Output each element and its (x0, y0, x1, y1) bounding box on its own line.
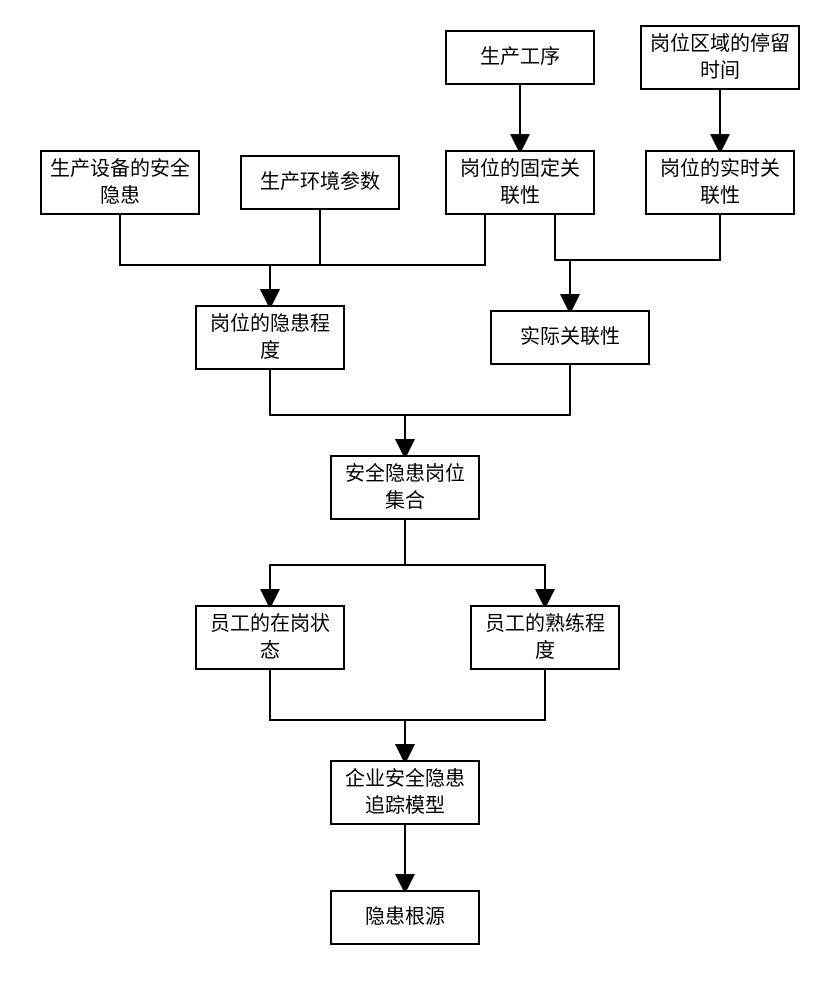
flow-node-label: 员工的在岗状态 (201, 611, 339, 665)
flow-node: 岗位的实时关联性 (645, 150, 795, 215)
flow-node-label: 实际关联性 (520, 324, 620, 351)
flow-node: 岗位的固定关联性 (445, 150, 595, 215)
flow-node-label: 安全隐患岗位集合 (336, 461, 474, 515)
flow-node-label: 生产设备的安全隐患 (46, 156, 194, 210)
flow-edge (270, 370, 405, 455)
flow-node: 安全隐患岗位集合 (330, 455, 480, 520)
flow-node: 岗位的隐患程度 (195, 305, 345, 370)
flowchart-canvas: 生产工序 岗位区域的停留时间生产设备的安全隐患 生产环境参数 岗位的固定关联性 岗位的实… (0, 0, 837, 1000)
flow-edge (405, 670, 545, 760)
flow-node-label: 生产工序 (480, 44, 560, 71)
flow-node: 员工的熟练程度 (470, 605, 620, 670)
flow-node: 员工的在岗状态 (195, 605, 345, 670)
flow-edge (405, 365, 570, 455)
flow-edge (270, 520, 405, 605)
flow-node: 岗位区域的停留时间 (640, 25, 800, 90)
flow-edge (555, 215, 570, 310)
flow-edge (570, 215, 720, 310)
flow-node: 隐患根源 (330, 890, 480, 945)
flow-node: 实际关联性 (490, 310, 650, 365)
flow-node-label: 岗位的固定关联性 (451, 156, 589, 210)
flow-node: 生产环境参数 (240, 155, 400, 210)
flow-edge (120, 215, 270, 305)
flow-node-label: 岗位区域的停留时间 (646, 31, 794, 85)
flow-node-label: 岗位的实时关联性 (651, 156, 789, 210)
flow-edge (270, 670, 405, 760)
flow-edge (270, 210, 320, 305)
flow-node: 企业安全隐患追踪模型 (330, 760, 480, 825)
flow-node: 生产工序 (445, 30, 595, 85)
flow-node-label: 企业安全隐患追踪模型 (336, 766, 474, 820)
flow-edge (270, 215, 485, 305)
flow-node: 生产设备的安全隐患 (40, 150, 200, 215)
flow-edge (405, 520, 545, 605)
flow-node-label: 员工的熟练程度 (476, 611, 614, 665)
flow-node-label: 隐患根源 (365, 904, 445, 931)
flow-node-label: 岗位的隐患程度 (201, 311, 339, 365)
flow-node-label: 生产环境参数 (260, 169, 380, 196)
